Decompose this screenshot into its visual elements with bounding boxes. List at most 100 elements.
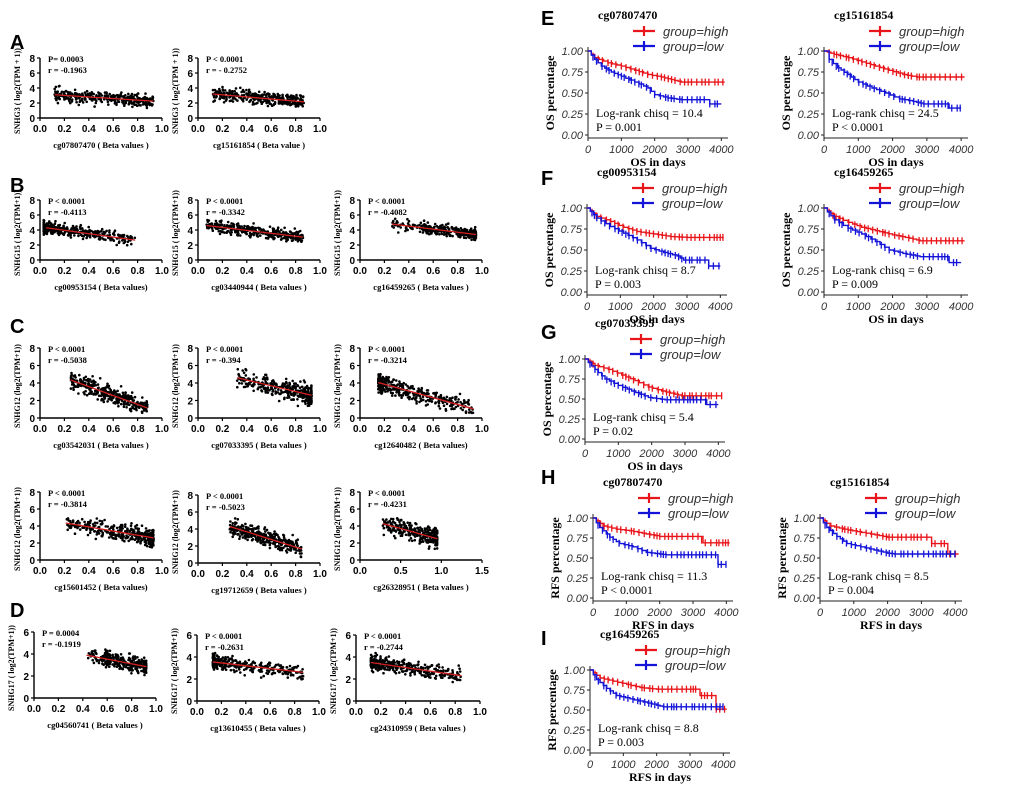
x-tick-label: 0.6 — [263, 707, 277, 718]
data-point — [265, 98, 268, 102]
data-point — [116, 96, 120, 99]
data-point — [390, 394, 394, 397]
data-point — [421, 540, 425, 543]
data-point — [148, 529, 151, 532]
data-point — [141, 396, 144, 399]
x-tick-label: 0.6 — [106, 424, 120, 435]
data-point — [418, 526, 422, 529]
data-point — [450, 226, 454, 229]
data-point — [120, 535, 123, 538]
data-point — [85, 100, 88, 104]
y-axis-label: SNHG3 ( log2(TPM + 1)) — [171, 48, 180, 134]
x-tick-label: 0.4 — [240, 569, 254, 580]
data-point — [264, 232, 267, 236]
data-point — [240, 225, 243, 228]
data-point — [144, 527, 148, 530]
data-point — [259, 541, 263, 545]
data-point — [122, 241, 126, 245]
x-tick-label: 0.8 — [289, 424, 303, 435]
data-point — [244, 660, 247, 663]
data-point — [141, 401, 144, 405]
data-point — [242, 668, 246, 672]
data-point — [93, 530, 96, 533]
data-point — [259, 676, 263, 679]
data-point — [262, 229, 266, 232]
data-point — [112, 524, 116, 528]
data-point — [419, 540, 423, 544]
x-axis-label: cg03440944 ( Beta values ) — [211, 282, 307, 292]
data-point — [70, 100, 74, 103]
data-point — [236, 234, 240, 237]
data-point — [69, 525, 73, 529]
y-tick-label: 2 — [29, 241, 35, 252]
data-point — [380, 389, 384, 393]
data-point — [296, 232, 300, 236]
data-point — [401, 385, 404, 389]
data-point — [212, 100, 215, 103]
data-point — [86, 230, 90, 233]
data-point — [406, 222, 410, 225]
data-point — [277, 388, 280, 391]
data-point — [228, 89, 231, 92]
y-tick-label: 4 — [349, 379, 355, 390]
data-point — [393, 670, 397, 674]
data-point — [301, 668, 304, 671]
data-point — [115, 392, 118, 396]
data-point — [124, 100, 128, 103]
x-axis-label: cg26328951 ( Beta values ) — [373, 582, 469, 592]
data-point — [300, 233, 304, 237]
y-axis-label: SNHG12 (log2(TPM+1)) — [171, 490, 180, 574]
data-point — [115, 400, 118, 404]
x-axis-label: cg07033395 ( Beta values ) — [211, 440, 307, 450]
data-point — [401, 670, 405, 673]
x-tick-label: 0.8 — [289, 124, 303, 135]
data-point — [292, 398, 295, 401]
data-point — [417, 660, 420, 664]
data-point — [89, 97, 93, 101]
data-point — [54, 85, 58, 89]
data-point — [286, 547, 289, 551]
data-point — [304, 398, 308, 402]
r-value-label: r = -0.394 — [206, 355, 241, 365]
data-point — [232, 223, 236, 226]
data-point — [377, 391, 380, 394]
regression-line — [46, 227, 136, 241]
data-point — [398, 380, 401, 383]
data-point — [404, 673, 407, 676]
data-point — [59, 92, 63, 95]
data-point — [108, 395, 112, 398]
data-point — [263, 378, 267, 381]
data-point — [441, 401, 445, 405]
data-point — [226, 220, 230, 224]
data-point — [422, 398, 425, 402]
data-point — [269, 387, 273, 391]
data-point — [130, 391, 134, 394]
x-tick-label: 0.2 — [215, 124, 229, 135]
data-point — [415, 402, 418, 405]
data-point — [138, 97, 141, 100]
data-point — [71, 520, 75, 524]
data-point — [294, 539, 298, 543]
data-point — [278, 230, 281, 233]
data-point — [252, 231, 255, 235]
data-point — [305, 384, 309, 388]
data-point — [87, 652, 91, 655]
data-point — [427, 532, 430, 536]
data-point — [408, 532, 411, 536]
data-point — [384, 380, 388, 384]
data-point — [266, 378, 269, 381]
x-tick-label: 0.6 — [106, 124, 120, 135]
data-point — [61, 232, 65, 236]
data-point — [122, 400, 126, 404]
data-point — [141, 103, 145, 106]
data-point — [84, 523, 87, 526]
data-point — [214, 219, 218, 223]
data-point — [85, 89, 89, 93]
data-point — [429, 676, 432, 679]
data-point — [240, 382, 244, 385]
y-tick-label: 4 — [29, 379, 35, 390]
x-tick-label: 0.8 — [131, 424, 145, 435]
data-point — [418, 400, 421, 404]
data-point — [274, 545, 277, 549]
